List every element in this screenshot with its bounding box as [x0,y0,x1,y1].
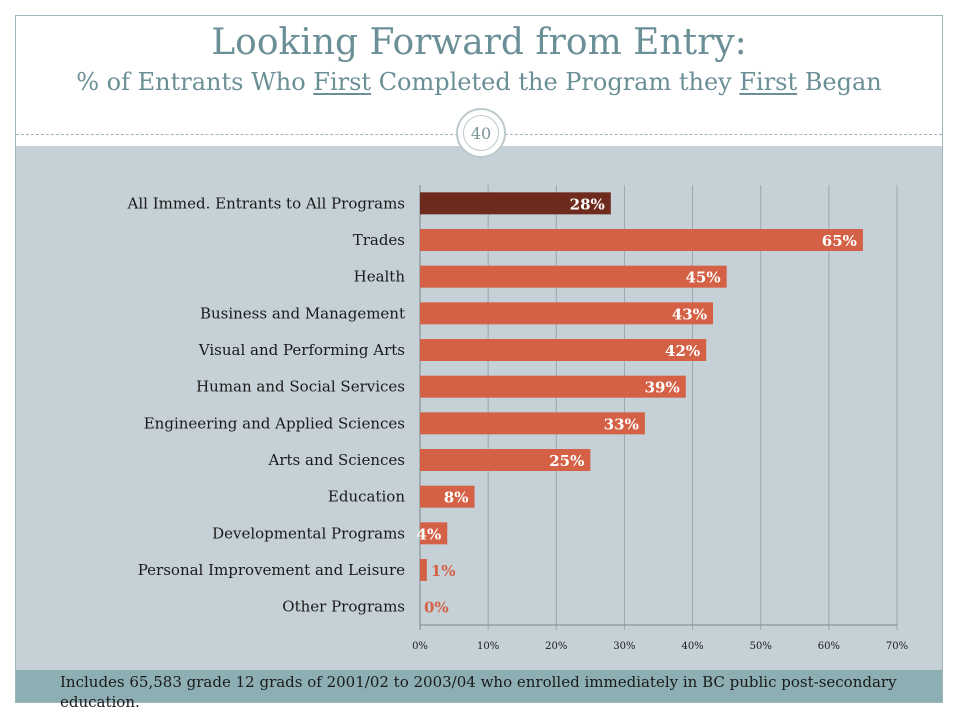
bar [420,559,427,581]
slide-title: Looking Forward from Entry: [211,22,747,63]
category-label: Health [354,268,406,286]
bar [420,412,645,435]
data-label: 28% [570,195,605,213]
category-label: Human and Social Services [196,378,405,396]
data-label: 39% [645,379,680,397]
bar [420,522,448,545]
category-label: Developmental Programs [212,524,405,542]
subtitle-emphasis-2: First [739,68,798,96]
slide-frame [15,15,943,703]
x-tick-label: 20% [545,641,567,652]
footnote-band [16,670,942,702]
category-label: Other Programs [282,598,405,616]
subtitle-emphasis-1: First [313,68,372,96]
data-label: 0% [424,599,449,617]
bar [420,449,591,471]
data-label: 45% [686,269,721,287]
x-tick-label: 60% [818,641,840,652]
x-tick-label: 50% [750,641,772,652]
category-label: Trades [353,231,405,249]
data-label: 8% [444,489,469,507]
data-label: 1% [431,562,456,580]
bar [420,339,707,361]
footnote: Includes 65,583 grade 12 grads of 2001/0… [60,673,897,711]
slide-subtitle: % of Entrants Who First Completed the Pr… [16,66,942,98]
data-label: 42% [665,342,700,360]
x-tick-label: 30% [613,641,635,652]
x-tick-label: 70% [886,641,908,652]
subtitle-part-2: Completed the Program they [371,68,740,96]
data-label: 25% [549,452,584,470]
data-label: 33% [604,415,639,433]
page-number: 40 [463,115,499,151]
subtitle-part-1: % of Entrants Who [76,68,314,96]
data-label: 43% [672,305,707,323]
bar [420,302,714,325]
bar [420,192,611,215]
x-tick-label: 0% [412,641,428,652]
category-label: Engineering and Applied Sciences [144,414,405,432]
page-number-badge: 40 [456,108,506,158]
category-label: Business and Management [200,304,405,322]
bar [420,485,475,508]
subtitle-part-3: Began [797,68,882,96]
x-tick-label: 10% [477,641,499,652]
bar [420,375,686,398]
category-label: Visual and Performing Arts [198,341,405,359]
category-label: Arts and Sciences [268,451,405,469]
data-label: 65% [822,232,857,250]
data-label: 4% [417,525,442,543]
bar [420,265,727,288]
category-label: Personal Improvement and Leisure [138,561,405,579]
category-label: Education [328,488,405,506]
x-tick-label: 40% [681,641,703,652]
category-label: All Immed. Entrants to All Programs [127,194,405,212]
bar [420,229,863,251]
